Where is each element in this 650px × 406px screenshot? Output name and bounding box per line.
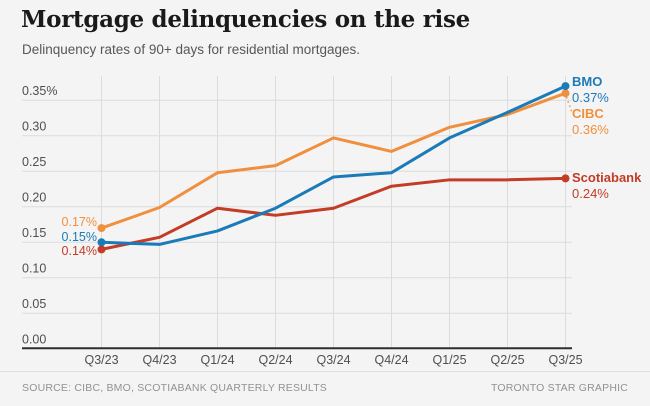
end-dot-bmo: [561, 82, 570, 91]
series-name-scotiabank: Scotiabank: [572, 170, 642, 185]
x-tick-label: Q3/25: [548, 353, 582, 367]
y-tick-label: 0.25: [22, 155, 46, 169]
x-tick-label: Q4/23: [142, 353, 176, 367]
series-value-scotiabank: 0.24%: [572, 185, 609, 201]
x-tick-label: Q2/24: [258, 353, 292, 367]
start-value-bmo: 0.15%: [61, 230, 97, 244]
series-value-cibc: 0.36%: [572, 121, 609, 137]
series-line-bmo: [100, 84, 567, 246]
y-tick-label: 0.30: [22, 119, 46, 133]
series-value-bmo: 0.37%: [572, 89, 609, 105]
x-tick-label: Q2/25: [490, 353, 524, 367]
start-value-scotiabank: 0.14%: [61, 244, 97, 258]
x-tick-label: Q1/24: [200, 353, 234, 367]
x-tick-label: Q4/24: [374, 353, 408, 367]
series-name-cibc: CIBC: [572, 106, 604, 121]
cibc-leader-line: [565, 96, 574, 115]
x-tick-label: Q3/23: [84, 353, 118, 367]
series-label-cibc: CIBC 0.36%: [572, 106, 609, 137]
x-tick-label: Q1/25: [432, 353, 466, 367]
end-dot-cibc: [561, 89, 570, 98]
y-tick-label: 0.10: [22, 261, 46, 275]
y-tick-label: 0.35%: [22, 84, 57, 98]
series-name-bmo: BMO: [572, 74, 603, 89]
series-label-bmo: BMO 0.37%: [572, 74, 609, 105]
source-note: SOURCE: CIBC, BMO, SCOTIABANK QUARTERLY …: [22, 382, 328, 394]
footer-divider: [0, 371, 650, 372]
end-dot-scotiabank: [561, 174, 570, 183]
page-subtitle: Delinquency rates of 90+ days for reside…: [22, 42, 361, 57]
start-value-cibc: 0.17%: [61, 215, 97, 229]
y-tick-label: 0.20: [22, 190, 46, 204]
x-tick-label: Q3/24: [316, 353, 350, 367]
page-title: Mortgage delinquencies on the rise: [21, 6, 470, 33]
series-line-cibc: [100, 91, 567, 230]
series-line-scotiabank: [100, 176, 567, 251]
series-label-scotiabank: Scotiabank 0.24%: [572, 170, 641, 201]
y-tick-label: 0.00: [22, 332, 46, 346]
start-dot-cibc: [97, 224, 106, 233]
start-dot-scotiabank: [97, 245, 106, 254]
start-dot-bmo: [97, 238, 106, 247]
credit-note: TORONTO STAR GRAPHIC: [490, 382, 628, 394]
y-tick-label: 0.15: [22, 226, 46, 240]
y-tick-label: 0.05: [22, 297, 46, 311]
